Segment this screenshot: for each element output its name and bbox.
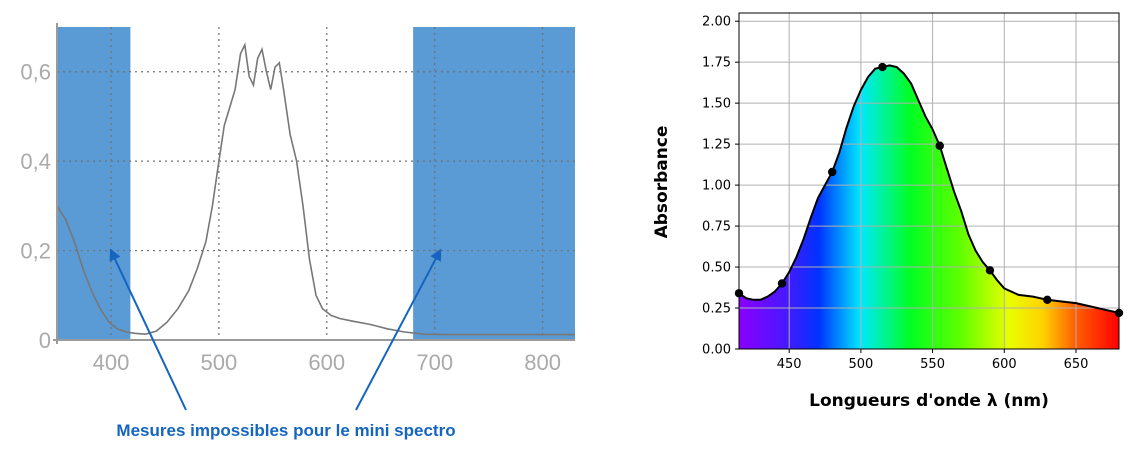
absorbance-curve [738, 64, 1120, 314]
annotation-arrow [109, 248, 187, 411]
excluded-region [413, 27, 575, 340]
x-tick-label: 400 [93, 350, 130, 375]
data-point [878, 62, 887, 72]
plot-frame [738, 12, 1120, 350]
excluded-region [57, 27, 131, 340]
y-tick-label: 0.75 [702, 220, 731, 235]
x-tick-label: 500 [848, 357, 873, 372]
y-tick-label: 0,4 [20, 149, 51, 174]
excluded-regions [57, 27, 575, 340]
y-tick-label: 0,2 [20, 239, 51, 264]
y-tick-label: 1.25 [702, 138, 731, 153]
y-tick-label: 0.50 [702, 261, 731, 276]
y-tick-labels: 0.00 0.25 0.50 0.75 1.00 1.25 1.50 1.75 … [702, 15, 739, 358]
x-tick-label: 650 [1064, 357, 1089, 372]
plot-frame [53, 23, 575, 344]
y-tick-labels: 0 0,2 0,4 0,6 [20, 60, 51, 353]
x-tick-labels: 450 500 550 600 650 [777, 349, 1089, 372]
data-point [777, 279, 787, 288]
x-tick-label: 700 [416, 350, 453, 375]
y-tick-label: 0,6 [20, 60, 51, 85]
x-tick-label: 500 [201, 350, 238, 375]
y-axis-title: Absorbance [652, 126, 672, 239]
absorbance-line [56, 42, 575, 336]
y-tick-label: 0 [39, 328, 51, 353]
x-tick-label: 800 [524, 350, 561, 375]
annotation-arrow [355, 248, 442, 411]
annotation-arrows [109, 248, 442, 411]
y-tick-label: 1.50 [702, 97, 731, 112]
y-tick-label: 1.00 [702, 179, 731, 194]
spectrum-fill [739, 65, 1119, 350]
data-point [985, 266, 995, 275]
y-tick-label: 1.75 [702, 56, 731, 71]
y-tick-label: 0.00 [702, 343, 731, 358]
data-point [935, 141, 944, 150]
grid [57, 27, 575, 340]
x-tick-label: 600 [992, 357, 1017, 372]
data-point [828, 167, 837, 177]
x-tick-label: 600 [308, 350, 345, 375]
right-chart: 0.00 0.25 0.50 0.75 1.00 1.25 1.50 1.75 … [652, 12, 1124, 411]
x-tick-label: 550 [920, 357, 945, 372]
grid [739, 13, 1119, 350]
y-tick-label: 0.25 [702, 302, 731, 317]
data-point [1043, 295, 1052, 305]
x-tick-labels: 400 500 600 700 800 [93, 350, 561, 375]
x-tick-label: 450 [777, 357, 802, 372]
left-chart: 0 0,2 0,4 0,6 400 500 600 700 800 Mesure… [20, 23, 575, 440]
y-tick-label: 2.00 [702, 15, 731, 30]
annotation-text: Mesures impossibles pour le mini spectro [116, 421, 455, 440]
x-axis-title: Longueurs d'onde λ (nm) [809, 391, 1049, 411]
